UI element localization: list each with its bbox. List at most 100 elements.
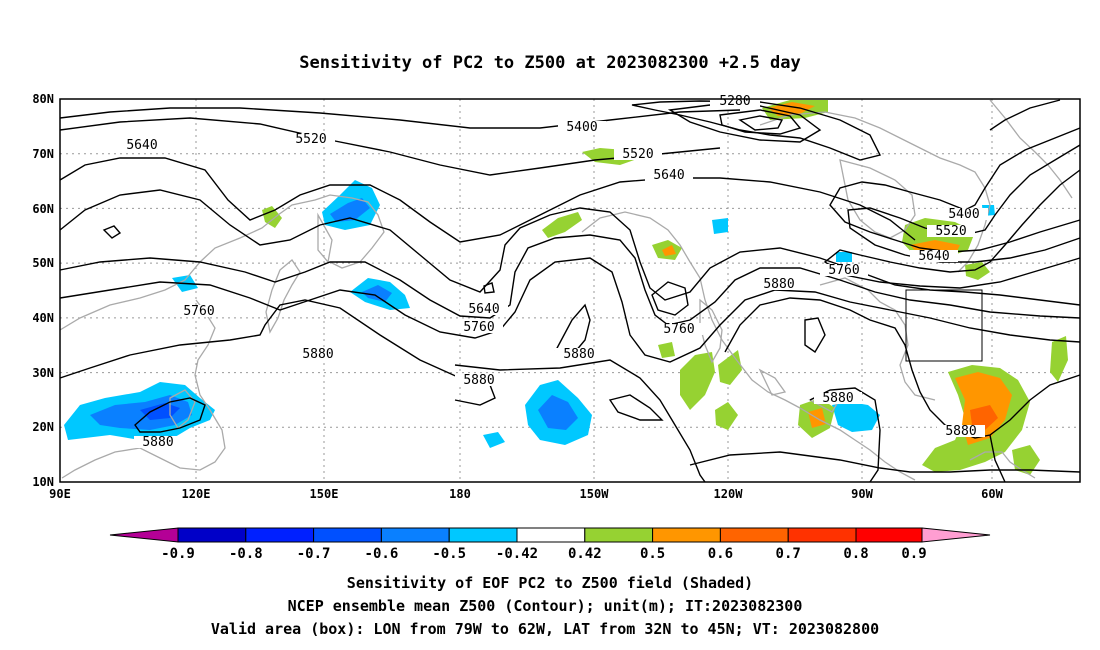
- contour-label-bg: [294, 348, 342, 360]
- colorbar-box: [380, 527, 450, 543]
- contour-label: 5520: [622, 147, 653, 162]
- colorbar-box: [787, 527, 857, 543]
- contour-label-bg: [555, 348, 603, 360]
- shade-neg-pacific-core: [362, 285, 392, 302]
- colorbar-label: -0.7: [297, 546, 331, 562]
- contour-label: 5280: [719, 94, 750, 109]
- caption-line-1: Sensitivity of EOF PC2 to Z500 field (Sh…: [347, 574, 753, 592]
- contour-label: 5400: [948, 207, 979, 222]
- lat-label: 30N: [32, 366, 54, 380]
- colorbar-box: [177, 527, 247, 543]
- contour-label-bg: [910, 250, 958, 262]
- shade-pos-okhotsk: [262, 206, 282, 228]
- lat-label: 10N: [32, 475, 54, 489]
- lon-label: 60W: [981, 487, 1003, 501]
- colorbar-box: [448, 527, 518, 543]
- caption-line-3: Valid area (box): LON from 79W to 62W, L…: [211, 620, 879, 638]
- contour-label: 5520: [935, 224, 966, 239]
- contour-label-bg: [755, 278, 803, 290]
- contour-label: 5880: [463, 373, 494, 388]
- colorbar-label: 0.42: [568, 546, 602, 562]
- contour-label-bg: [455, 374, 503, 386]
- lon-label: 90W: [851, 487, 873, 501]
- shade-pos-gulf-alaska: [542, 212, 582, 238]
- lat-label: 20N: [32, 420, 54, 434]
- contour-label: 5880: [822, 391, 853, 406]
- shade-neg-small-1: [483, 432, 505, 448]
- contour-label: 5640: [126, 138, 157, 153]
- figure-title: Sensitivity of PC2 to Z500 at 2023082300…: [299, 53, 801, 73]
- contour-label-bg: [558, 121, 606, 133]
- colorbar-box: [652, 527, 721, 543]
- caption: Sensitivity of EOF PC2 to Z500 field (Sh…: [211, 574, 879, 638]
- contour-label-bg: [710, 95, 760, 107]
- colorbar: -0.9 -0.8 -0.7 -0.6 -0.5 -0.42 0.42 0.5 …: [109, 527, 991, 562]
- colorbar-box: [719, 527, 789, 543]
- contour-label: 5880: [142, 435, 173, 450]
- colorbar-label: 0.8: [843, 546, 868, 562]
- lon-label: 150W: [580, 487, 610, 501]
- colorbar-label: -0.5: [432, 546, 466, 562]
- colorbar-box: [855, 527, 923, 543]
- contour-label-bg: [655, 323, 703, 335]
- colorbar-label: 0.9: [901, 546, 926, 562]
- colorbar-box: [313, 527, 382, 543]
- contour-label-bg: [927, 225, 975, 237]
- contour-label: 5640: [468, 302, 499, 317]
- contour-label-bg: [614, 148, 662, 160]
- lon-label: 150E: [310, 487, 339, 501]
- colorbar-label: -0.9: [161, 546, 195, 562]
- colorbar-left-arrow: [109, 527, 179, 543]
- contour-label-bg: [175, 305, 223, 317]
- shade-neg-gulf: [832, 402, 880, 432]
- contour-label: 5640: [653, 168, 684, 183]
- colorbar-box: [245, 527, 315, 543]
- contour-label-bg: [287, 133, 335, 145]
- map-panel: 5280 5400 5520 5520 5640 5640 5400 5520 …: [59, 94, 1081, 483]
- contour-label-bg: [814, 392, 862, 404]
- colorbar-label: -0.8: [229, 546, 263, 562]
- coastlines: [59, 99, 1073, 481]
- colorbar-label: 0.5: [640, 546, 665, 562]
- lon-label: 90E: [49, 487, 71, 501]
- shade-pos-atlantic-max: [970, 405, 998, 430]
- contour-label-bg: [645, 169, 693, 181]
- lon-label: 120W: [714, 487, 744, 501]
- contour-labels: 5280 5400 5520 5520 5640 5640 5400 5520 …: [118, 94, 988, 450]
- colorbar-label: 0.7: [776, 546, 801, 562]
- lat-label: 60N: [32, 202, 54, 216]
- shade-pos-newfoundland: [965, 262, 990, 280]
- lon-label: 180: [449, 487, 471, 501]
- colorbar-label: -0.42: [496, 546, 538, 562]
- shade-neg-small-5: [836, 252, 852, 262]
- colorbar-box: [584, 527, 654, 543]
- shade-pos-far-east-atl: [1050, 336, 1068, 382]
- contour-label-bg: [937, 425, 985, 437]
- contour-label-bg: [455, 321, 503, 333]
- contour-label: 5520: [295, 132, 326, 147]
- lat-label: 80N: [32, 92, 54, 106]
- contour-label: 5760: [663, 322, 694, 337]
- colorbar-label: -0.6: [365, 546, 399, 562]
- contour-label-bg: [134, 436, 182, 448]
- lat-label: 40N: [32, 311, 54, 325]
- shade-neg-kamchatka-core: [330, 198, 370, 222]
- caption-line-2: NCEP ensemble mean Z500 (Contour); unit(…: [288, 597, 803, 615]
- contour-label: 5760: [828, 263, 859, 278]
- colorbar-right-arrow: [921, 527, 991, 543]
- shade-neg-small-3: [712, 218, 728, 234]
- colorbar-box: [516, 527, 586, 543]
- contour-label: 5880: [945, 424, 976, 439]
- colorbar-label: 0.6: [708, 546, 733, 562]
- contour-label-bg: [118, 139, 166, 151]
- contour-label: 5880: [763, 277, 794, 292]
- latitude-axis: 80N 70N 60N 50N 40N 30N 20N 10N: [32, 92, 54, 489]
- shade-pos-pnw-core: [662, 245, 676, 256]
- shade-neg-central-pacific-core: [538, 395, 578, 430]
- contour-label: 5880: [302, 347, 333, 362]
- map-frame: [59, 98, 1081, 483]
- contour-label: 5760: [183, 304, 214, 319]
- longitude-axis: 90E 120E 150E 180 150W 120W 90W 60W: [49, 487, 1003, 501]
- lat-label: 70N: [32, 147, 54, 161]
